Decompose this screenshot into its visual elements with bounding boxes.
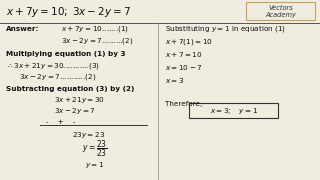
Text: Academy: Academy	[265, 12, 296, 18]
Text: Therefore,: Therefore,	[165, 101, 202, 107]
Text: $y = 1$: $y = 1$	[85, 160, 104, 170]
Text: $x + 7y = 10;\; 3x - 2y = 7$: $x + 7y = 10;\; 3x - 2y = 7$	[6, 5, 131, 19]
Text: Subtracting equation (3) by (2): Subtracting equation (3) by (2)	[6, 86, 135, 92]
Text: $x = 3;\quad y = 1$: $x = 3;\quad y = 1$	[210, 106, 258, 116]
Text: $3x - 2y = 7$: $3x - 2y = 7$	[54, 106, 96, 116]
Text: -    +    -: - + -	[46, 118, 76, 125]
Text: $x + 7(1) = 10$: $x + 7(1) = 10$	[165, 37, 213, 47]
Text: Substituting $y = 1$ in equation (1): Substituting $y = 1$ in equation (1)	[165, 24, 286, 34]
Text: $3x - 2y = 7$.........(2): $3x - 2y = 7$.........(2)	[61, 35, 133, 46]
Text: $y = \dfrac{23}{23}$: $y = \dfrac{23}{23}$	[82, 138, 108, 159]
Text: $\therefore 3x + 21y = 30$...........(3): $\therefore 3x + 21y = 30$...........(3)	[6, 61, 100, 71]
Text: $x + 7 = 10$: $x + 7 = 10$	[165, 50, 203, 59]
Text: $x + 7y = 10$.......(1): $x + 7y = 10$.......(1)	[61, 24, 129, 34]
Text: Answer:: Answer:	[6, 26, 40, 32]
Text: Vectors: Vectors	[268, 5, 293, 11]
Text: $3x + 21y = 30$: $3x + 21y = 30$	[54, 95, 105, 105]
FancyBboxPatch shape	[246, 2, 315, 20]
FancyBboxPatch shape	[189, 103, 278, 118]
Text: $x = 3$: $x = 3$	[165, 76, 184, 85]
Text: $23y = 23$: $23y = 23$	[72, 130, 105, 140]
Text: $x = 10 - 7$: $x = 10 - 7$	[165, 63, 202, 72]
Text: $3x - 2y = 7$...........(2): $3x - 2y = 7$...........(2)	[19, 71, 96, 82]
Text: Multiplying equation (1) by 3: Multiplying equation (1) by 3	[6, 51, 126, 57]
